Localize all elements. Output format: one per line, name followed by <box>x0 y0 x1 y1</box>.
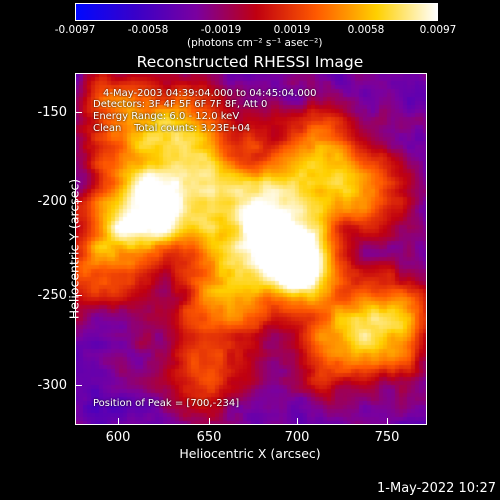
x-tick-mark <box>118 418 119 424</box>
x-tick-mark <box>297 418 298 424</box>
x-tick-mark <box>209 418 210 424</box>
x-tick-label: 650 <box>196 430 222 445</box>
colorbar-units: (photons cm⁻² s⁻¹ asec⁻²) <box>187 37 323 49</box>
y-tick-mark <box>76 201 82 202</box>
y-tick-label: -250 <box>37 288 67 303</box>
peak-position-annotation: Position of Peak = [700,-234] <box>93 398 240 409</box>
detectors-annotation: Detectors: 3F 4F 5F 6F 7F 8F, Att 0 <box>93 99 268 110</box>
colorbar-tick: 0.0058 <box>347 24 385 36</box>
colorbar-tick: 0.0019 <box>273 24 311 36</box>
y-tick-label: -150 <box>37 105 67 120</box>
y-tick-mark <box>76 385 82 386</box>
x-tick-label: 750 <box>374 430 400 445</box>
x-tick-label: 700 <box>284 430 310 445</box>
plot-title: Reconstructed RHESSI Image <box>136 53 364 71</box>
energy-annotation: Energy Range: 6.0 - 12.0 keV <box>93 111 240 122</box>
y-tick-mark <box>76 295 82 296</box>
colorbar-tick: -0.0097 <box>54 24 96 36</box>
x-tick-label: 600 <box>105 430 131 445</box>
clean-annotation: Clean Total counts: 3.23E+04 <box>93 123 251 134</box>
colorbar <box>75 3 438 21</box>
y-tick-mark <box>76 112 82 113</box>
y-axis-label: Heliocentric Y (arcsec) <box>66 178 82 320</box>
colorbar-tick: -0.0058 <box>127 24 169 36</box>
x-tick-mark <box>387 418 388 424</box>
colorbar-tick: 0.0097 <box>419 24 457 36</box>
plot-timestamp: 1-May-2022 10:27 <box>377 481 496 496</box>
time-range-annotation: 4-May-2003 04:39:04.000 to 04:45:04.000 <box>103 88 317 99</box>
y-tick-label: -300 <box>37 378 67 393</box>
y-tick-label: -200 <box>37 194 67 209</box>
colorbar-tick: -0.0019 <box>200 24 242 36</box>
x-axis-label: Heliocentric X (arcsec) <box>179 446 321 461</box>
image-plot-area[interactable]: 4-May-2003 04:39:04.000 to 04:45:04.000 … <box>75 73 427 425</box>
rhessi-heatmap[interactable] <box>75 73 427 425</box>
